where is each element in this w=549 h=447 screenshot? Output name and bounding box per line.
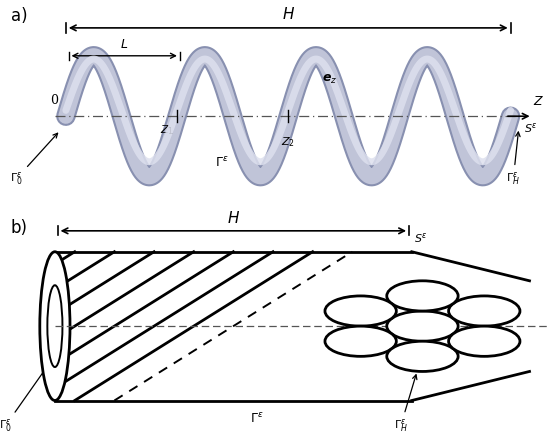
Text: $H$: $H$	[282, 6, 295, 22]
Circle shape	[325, 296, 396, 326]
Text: $S^\varepsilon$: $S^\varepsilon$	[524, 121, 538, 135]
Text: $S^\varepsilon$: $S^\varepsilon$	[414, 231, 428, 245]
Circle shape	[386, 341, 458, 371]
Circle shape	[386, 281, 458, 311]
Circle shape	[325, 326, 396, 356]
Text: 0: 0	[49, 94, 58, 107]
Text: $H$: $H$	[227, 210, 240, 226]
Text: $\Gamma_0^\varepsilon$: $\Gamma_0^\varepsilon$	[10, 133, 58, 187]
Text: $Z_1$: $Z_1$	[160, 123, 175, 137]
Text: $\Gamma_H^\varepsilon$: $\Gamma_H^\varepsilon$	[506, 132, 520, 187]
Ellipse shape	[40, 252, 70, 401]
Text: $\Gamma^\varepsilon$: $\Gamma^\varepsilon$	[215, 156, 228, 170]
Text: b): b)	[11, 219, 28, 237]
Circle shape	[449, 296, 520, 326]
Circle shape	[449, 326, 520, 356]
Text: $\Gamma_H^\varepsilon$: $\Gamma_H^\varepsilon$	[394, 375, 417, 434]
Circle shape	[386, 311, 458, 341]
Text: $Z$: $Z$	[533, 95, 544, 108]
Text: a): a)	[11, 7, 27, 25]
Text: $L$: $L$	[120, 38, 128, 51]
Text: $\boldsymbol{e}_z$: $\boldsymbol{e}_z$	[322, 73, 337, 86]
Text: $\Gamma^\varepsilon$: $\Gamma^\varepsilon$	[250, 412, 264, 426]
Text: $Z_2$: $Z_2$	[281, 135, 295, 148]
Text: $\Gamma_0^\varepsilon$: $\Gamma_0^\varepsilon$	[0, 367, 47, 434]
